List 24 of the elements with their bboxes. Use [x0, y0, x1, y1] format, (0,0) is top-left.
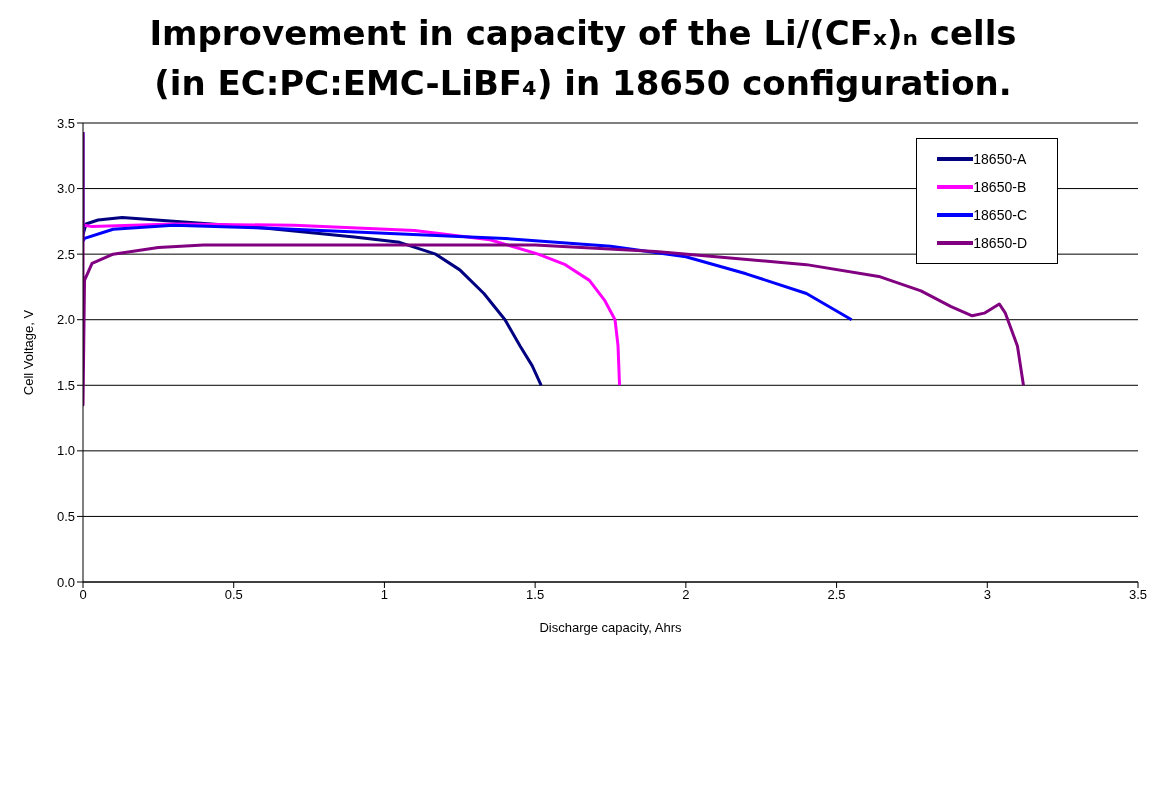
y-tick-label: 2.0	[56, 312, 75, 328]
x-tick-label: 0	[79, 587, 87, 603]
x-tick-label: 3.5	[1128, 587, 1148, 603]
y-axis-title: Cell Voltage, V	[20, 309, 36, 396]
x-axis-title: Discharge capacity, Ahrs	[539, 620, 683, 635]
y-tick-label: 0.0	[56, 574, 75, 590]
y-tick-label: 3.0	[56, 181, 75, 197]
x-tick-label: 1.5	[526, 587, 545, 603]
x-tick-label: 2.5	[827, 587, 846, 603]
x-tick-label: 1	[380, 587, 389, 603]
line-series	[83, 130, 1025, 407]
x-tick-label: 3	[983, 587, 991, 603]
y-tick-label: 1.0	[56, 443, 75, 459]
y-tick-label: 3.5	[56, 115, 75, 131]
y-tick-label: 1.5	[56, 377, 75, 393]
legend-label: 18650-A	[973, 151, 1027, 167]
chart-title: Improvement in capacity of the Li/(CFₓ)ₙ cells (in EC:PC:EMC-LiBF₄) in 18650 configuration.	[148, 12, 1018, 105]
y-tick-label: 0.5	[56, 509, 75, 525]
legend-label: 18650-D	[973, 235, 1027, 251]
x-tick-label: 0.5	[224, 587, 243, 603]
y-tick-label: 2.5	[56, 246, 75, 262]
legend-label: 18650-B	[973, 179, 1027, 195]
x-tick-label: 2	[682, 587, 690, 603]
legend-label: 18650-C	[973, 207, 1027, 223]
